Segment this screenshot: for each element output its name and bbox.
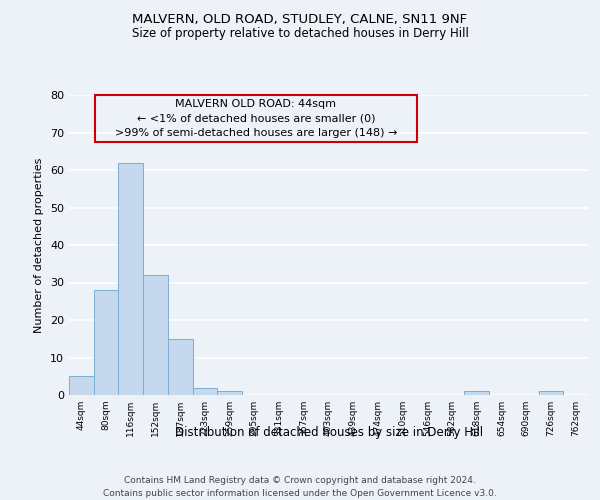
Text: Size of property relative to detached houses in Derry Hill: Size of property relative to detached ho… <box>131 28 469 40</box>
Bar <box>168 339 193 395</box>
Bar <box>193 388 217 395</box>
Bar <box>464 391 489 395</box>
Bar <box>217 391 242 395</box>
Bar <box>539 391 563 395</box>
Text: MALVERN, OLD ROAD, STUDLEY, CALNE, SN11 9NF: MALVERN, OLD ROAD, STUDLEY, CALNE, SN11 … <box>133 12 467 26</box>
Bar <box>118 162 143 395</box>
Text: MALVERN OLD ROAD: 44sqm
← <1% of detached houses are smaller (0)
>99% of semi-de: MALVERN OLD ROAD: 44sqm ← <1% of detache… <box>115 99 397 138</box>
Bar <box>69 376 94 395</box>
Bar <box>94 290 118 395</box>
Y-axis label: Number of detached properties: Number of detached properties <box>34 158 44 332</box>
Bar <box>143 275 168 395</box>
Text: Distribution of detached houses by size in Derry Hill: Distribution of detached houses by size … <box>175 426 483 439</box>
Text: Contains HM Land Registry data © Crown copyright and database right 2024.
Contai: Contains HM Land Registry data © Crown c… <box>103 476 497 498</box>
